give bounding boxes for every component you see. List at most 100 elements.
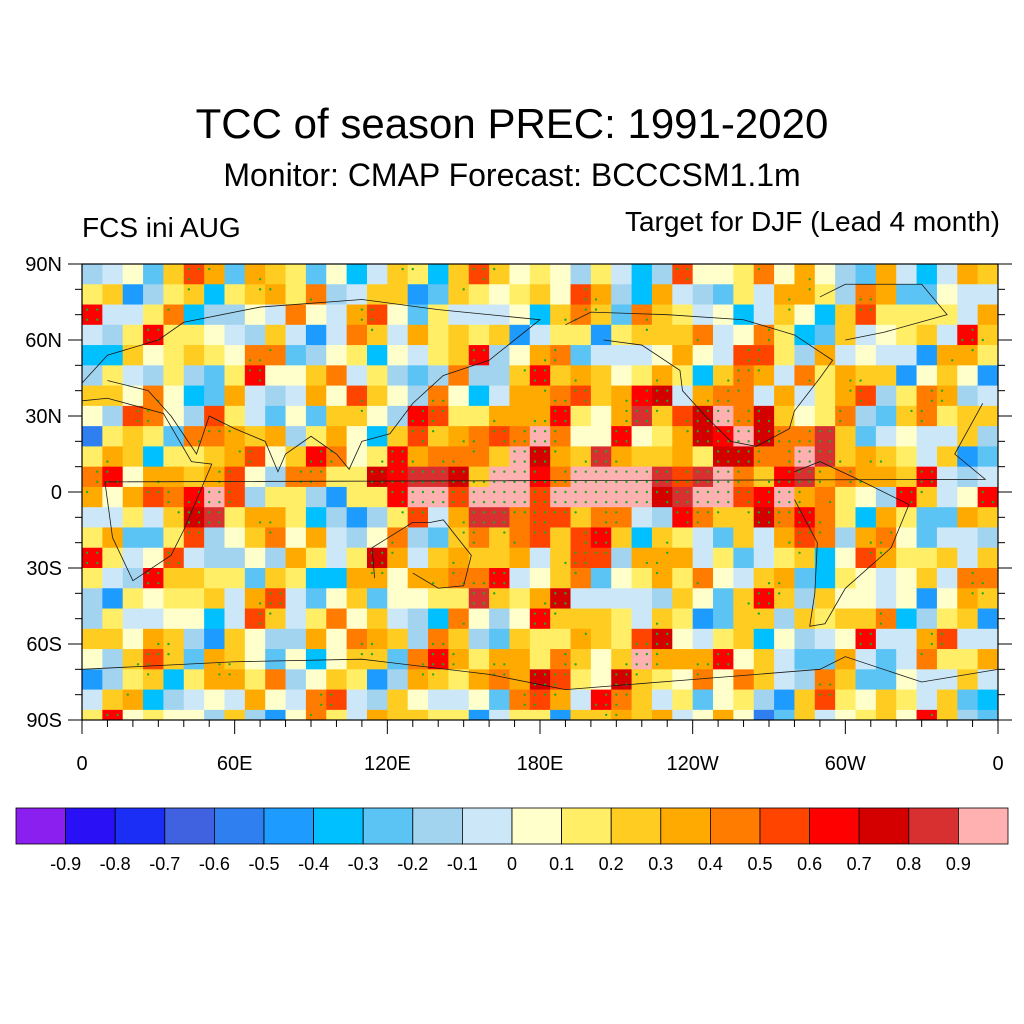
field-cell — [285, 345, 307, 366]
field-cell — [163, 689, 185, 711]
significance-dot — [788, 308, 791, 311]
significance-dot — [788, 541, 791, 544]
field-cell — [774, 689, 796, 711]
significance-dot — [564, 318, 567, 321]
significance-dot — [228, 490, 231, 494]
field-cell — [265, 709, 287, 720]
significance-dot — [696, 663, 699, 666]
significance-dot — [604, 541, 608, 544]
field-cell — [326, 547, 348, 569]
significance-dot — [594, 480, 598, 484]
significance-dot — [859, 379, 862, 382]
significance-dot — [635, 663, 638, 666]
field-cell — [285, 588, 307, 610]
significance-dot — [798, 500, 801, 504]
significance-dot — [442, 470, 445, 473]
significance-dot — [493, 521, 496, 524]
field-cell — [692, 588, 714, 610]
significance-dot — [737, 419, 740, 423]
field-cell — [448, 264, 470, 285]
field-cell — [305, 649, 327, 670]
significance-dot — [554, 683, 557, 686]
significance-dot — [554, 592, 557, 595]
colorbar-label: -0.2 — [397, 854, 428, 874]
field-cell — [468, 284, 490, 306]
lat-tick-label: 90S — [26, 710, 62, 732]
significance-dot — [381, 561, 384, 565]
field-cell — [122, 527, 144, 549]
field-cell — [611, 709, 633, 720]
significance-dot — [920, 470, 923, 473]
significance-dot — [594, 500, 598, 504]
lat-tick-label: 60S — [26, 634, 62, 656]
field-cell — [265, 669, 287, 691]
field-cell — [305, 345, 327, 366]
field-cell — [448, 385, 470, 407]
field-cell — [285, 446, 307, 468]
field-cell — [896, 689, 918, 711]
significance-dot — [554, 399, 557, 402]
field-cell — [489, 628, 511, 650]
field-cell — [651, 345, 673, 366]
significance-dot — [808, 278, 811, 281]
lon-tick-label: 120E — [364, 753, 411, 775]
field-cell — [855, 588, 877, 610]
significance-dot — [737, 389, 740, 392]
field-cell — [346, 527, 368, 549]
significance-dot — [584, 480, 587, 484]
field-cell — [631, 568, 653, 589]
significance-dot — [228, 673, 231, 676]
significance-dot — [696, 500, 699, 504]
field-cell — [651, 304, 673, 326]
field-cell — [326, 324, 348, 346]
significance-dot — [604, 713, 608, 717]
significance-dot — [655, 571, 659, 575]
significance-dot — [655, 490, 659, 494]
field-cell — [143, 527, 165, 549]
field-cell — [224, 608, 246, 630]
field-cell — [82, 588, 103, 610]
significance-dot — [666, 541, 669, 544]
field-cell — [875, 669, 897, 691]
significance-dot — [146, 582, 150, 585]
significance-dot — [370, 318, 374, 321]
field-cell — [814, 365, 836, 387]
significance-dot — [808, 288, 811, 291]
lon-tick-label: 0 — [76, 753, 87, 775]
field-cell — [407, 385, 429, 407]
field-cell — [387, 689, 409, 711]
significance-dot — [869, 642, 872, 646]
significance-dot — [146, 673, 150, 676]
significance-dot — [269, 521, 272, 524]
significance-dot — [360, 409, 364, 413]
field-cell — [102, 426, 124, 447]
field-cell — [529, 568, 551, 589]
field-cell — [529, 709, 551, 720]
significance-dot — [187, 500, 191, 504]
field-cell — [285, 405, 307, 427]
significance-dot — [747, 460, 750, 463]
colorbar-label: 0.4 — [698, 854, 723, 874]
significance-dot — [533, 440, 537, 443]
significance-dot — [757, 450, 761, 453]
significance-dot — [818, 693, 822, 696]
significance-dot — [808, 379, 811, 382]
significance-dot — [615, 480, 618, 484]
field-cell — [285, 527, 307, 549]
field-cell — [183, 628, 205, 650]
field-cell — [875, 649, 897, 670]
significance-dot — [503, 470, 506, 473]
significance-dot — [218, 430, 221, 433]
field-cell — [835, 669, 857, 691]
significance-dot — [696, 430, 699, 433]
significance-dot — [523, 460, 526, 463]
significance-dot — [482, 582, 486, 585]
field-cell — [428, 547, 449, 569]
significance-dot — [472, 511, 476, 514]
colorbar-labels: -0.9 -0.8 -0.7 -0.6 -0.5 -0.4 -0.3 -0.2 -0.1 0 0.1… — [50, 854, 971, 874]
significance-dot — [910, 490, 913, 494]
field-cell — [122, 304, 144, 326]
significance-dot — [523, 693, 526, 696]
field-cell — [163, 405, 185, 427]
